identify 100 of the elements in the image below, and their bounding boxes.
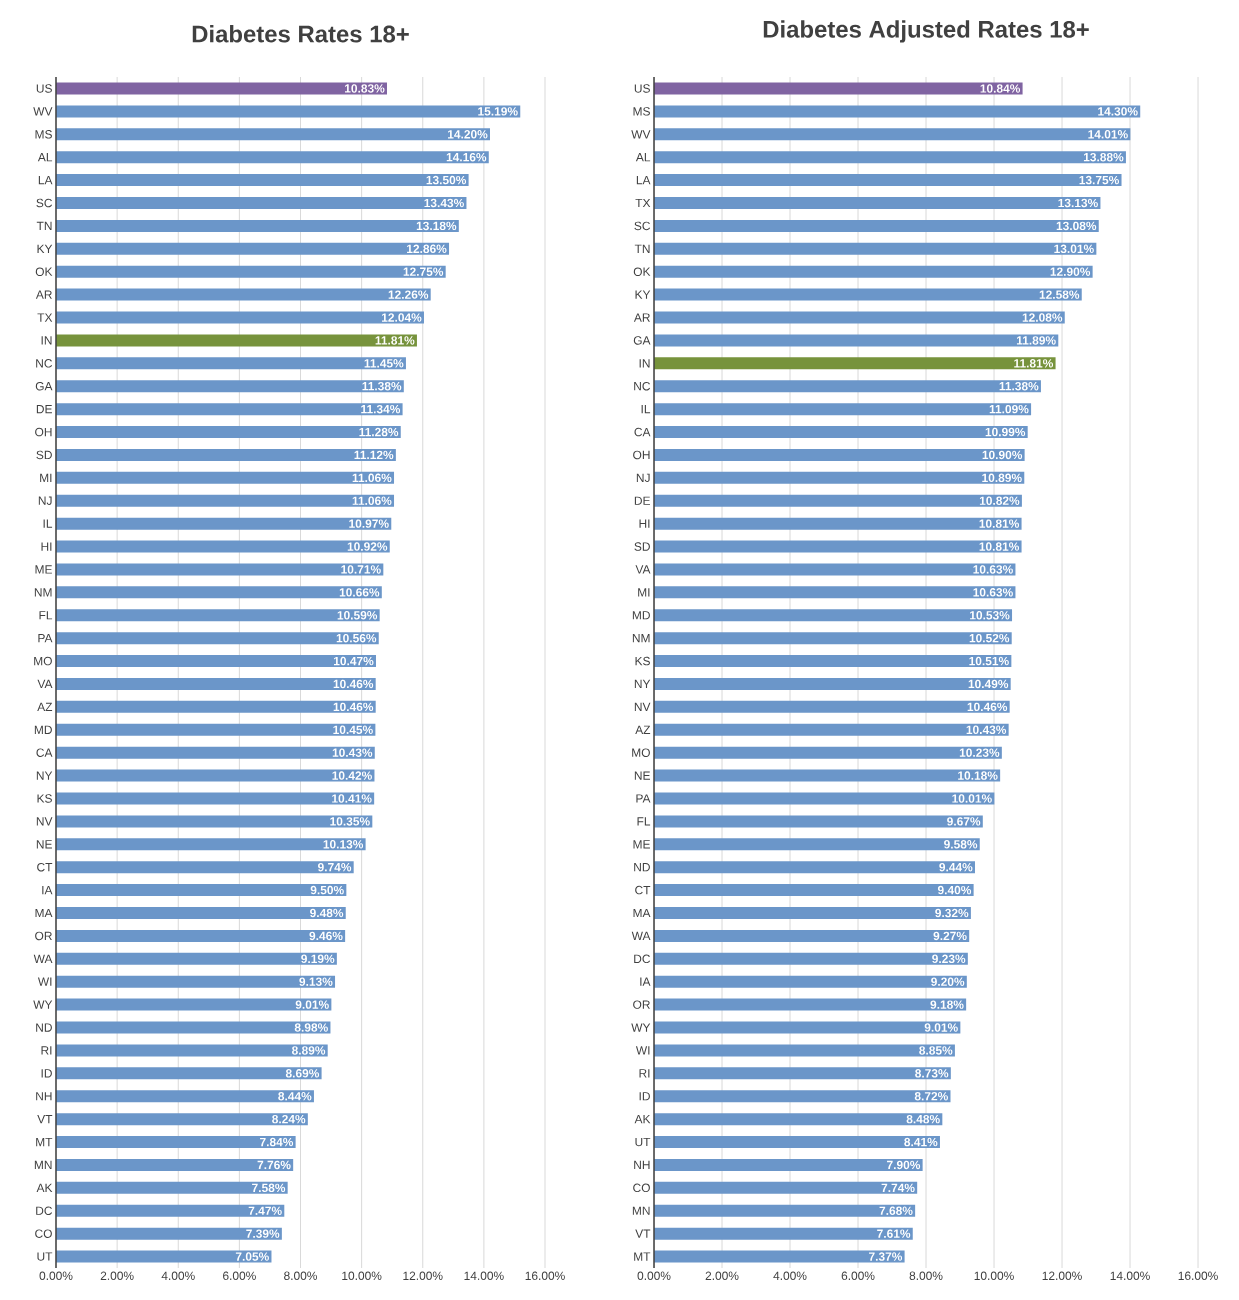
- y-tick-label: WI: [635, 1046, 650, 1055]
- bar: [56, 403, 403, 416]
- y-tick-label: DC: [36, 1206, 53, 1215]
- y-tick-label: NY: [36, 771, 53, 780]
- bar: [56, 1090, 314, 1103]
- y-tick-label: WI: [37, 977, 52, 986]
- data-label: 10.63%: [973, 565, 1013, 574]
- y-tick-label: UT: [37, 1252, 53, 1261]
- y-tick-label: PA: [636, 794, 651, 803]
- y-tick-label: US: [634, 84, 650, 93]
- y-tick-label: IN: [41, 336, 52, 345]
- bar: [56, 632, 379, 645]
- bar: [56, 219, 459, 232]
- y-tick-label: OK: [35, 267, 53, 276]
- bar: [56, 929, 346, 942]
- y-tick-label: OR: [633, 1000, 650, 1009]
- bar: [654, 746, 1002, 759]
- x-tick-label: 12.00%: [403, 1271, 443, 1280]
- y-tick-label: OK: [633, 267, 651, 276]
- y-tick-label: CA: [36, 748, 53, 757]
- data-label: 10.71%: [341, 565, 381, 574]
- bar: [654, 1067, 951, 1080]
- y-tick-label: DE: [36, 405, 52, 414]
- data-label: 10.43%: [966, 725, 1007, 735]
- y-tick-label: KS: [635, 656, 650, 666]
- bar: [56, 700, 376, 713]
- bar: [654, 884, 974, 897]
- y-tick-label: NJ: [38, 496, 52, 505]
- data-label: 12.26%: [388, 290, 429, 299]
- data-label: 7.05%: [235, 1252, 269, 1261]
- bar: [56, 861, 354, 874]
- data-label: 8.89%: [291, 1046, 326, 1055]
- data-label: 9.27%: [933, 931, 967, 941]
- data-label: 11.81%: [375, 336, 415, 345]
- bar: [654, 517, 1022, 530]
- data-label: 9.44%: [939, 862, 973, 872]
- bar: [56, 655, 376, 668]
- bar: [654, 242, 1097, 255]
- data-label: 7.61%: [877, 1229, 911, 1238]
- data-label: 7.76%: [257, 1160, 291, 1170]
- y-tick-label: SD: [634, 542, 650, 551]
- x-tick-label: 16.00%: [525, 1271, 565, 1280]
- x-tick-label: 0.00%: [637, 1271, 671, 1280]
- y-tick-label: ID: [41, 1069, 52, 1078]
- bar: [654, 677, 1011, 690]
- y-tick-label: LA: [38, 175, 53, 185]
- bar: [654, 586, 1016, 599]
- y-tick-label: US: [36, 84, 52, 93]
- y-tick-label: LA: [636, 175, 651, 185]
- data-label: 10.84%: [980, 84, 1021, 93]
- y-tick-label: SC: [36, 198, 53, 208]
- y-tick-label: TN: [634, 244, 650, 253]
- data-label: 10.46%: [967, 702, 1008, 712]
- data-label: 7.84%: [260, 1137, 294, 1147]
- data-label: 9.20%: [931, 977, 965, 986]
- bar: [56, 723, 376, 736]
- y-tick-label: ND: [36, 1023, 52, 1032]
- bar: [654, 1090, 951, 1103]
- y-tick-label: KY: [635, 290, 651, 299]
- chart-title: Diabetes Rates 18+: [192, 24, 409, 43]
- data-label: 8.41%: [904, 1137, 938, 1147]
- y-tick-label: DE: [634, 496, 650, 505]
- y-tick-label: OR: [35, 931, 52, 941]
- data-label: 9.50%: [310, 885, 344, 895]
- data-label: 8.72%: [914, 1092, 948, 1101]
- bar: [654, 540, 1022, 553]
- bar: [654, 929, 970, 942]
- data-label: 7.90%: [887, 1160, 921, 1170]
- data-label: 11.09%: [989, 404, 1029, 414]
- data-label: 10.59%: [337, 611, 378, 620]
- bar: [56, 1227, 282, 1240]
- bar: [654, 998, 967, 1011]
- bar: [654, 357, 1056, 370]
- bar: [654, 609, 1013, 622]
- bar: [654, 82, 1023, 95]
- y-tick-label: NJ: [636, 473, 650, 482]
- y-tick-label: MA: [35, 908, 53, 918]
- data-label: 11.34%: [361, 404, 401, 414]
- bar: [56, 746, 375, 759]
- y-tick-label: OH: [633, 450, 650, 460]
- y-tick-label: CT: [37, 862, 53, 872]
- bar: [654, 792, 995, 805]
- y-tick-label: GA: [35, 382, 53, 391]
- bar: [654, 1204, 916, 1217]
- bar: [56, 242, 450, 255]
- bar: [56, 448, 396, 461]
- y-tick-label: NC: [36, 359, 53, 368]
- bar: [56, 1250, 272, 1263]
- y-tick-label: NM: [34, 588, 52, 597]
- y-tick-label: ND: [634, 863, 650, 872]
- bar: [56, 494, 395, 507]
- y-tick-label: MD: [34, 725, 52, 734]
- y-tick-label: AR: [633, 313, 650, 322]
- y-tick-label: VA: [635, 565, 651, 574]
- y-tick-label: VT: [37, 1115, 53, 1124]
- bar: [654, 174, 1122, 187]
- data-label: 9.32%: [935, 908, 969, 918]
- bar: [56, 288, 431, 301]
- x-tick-label: 8.00%: [284, 1271, 318, 1280]
- bar: [654, 1044, 955, 1057]
